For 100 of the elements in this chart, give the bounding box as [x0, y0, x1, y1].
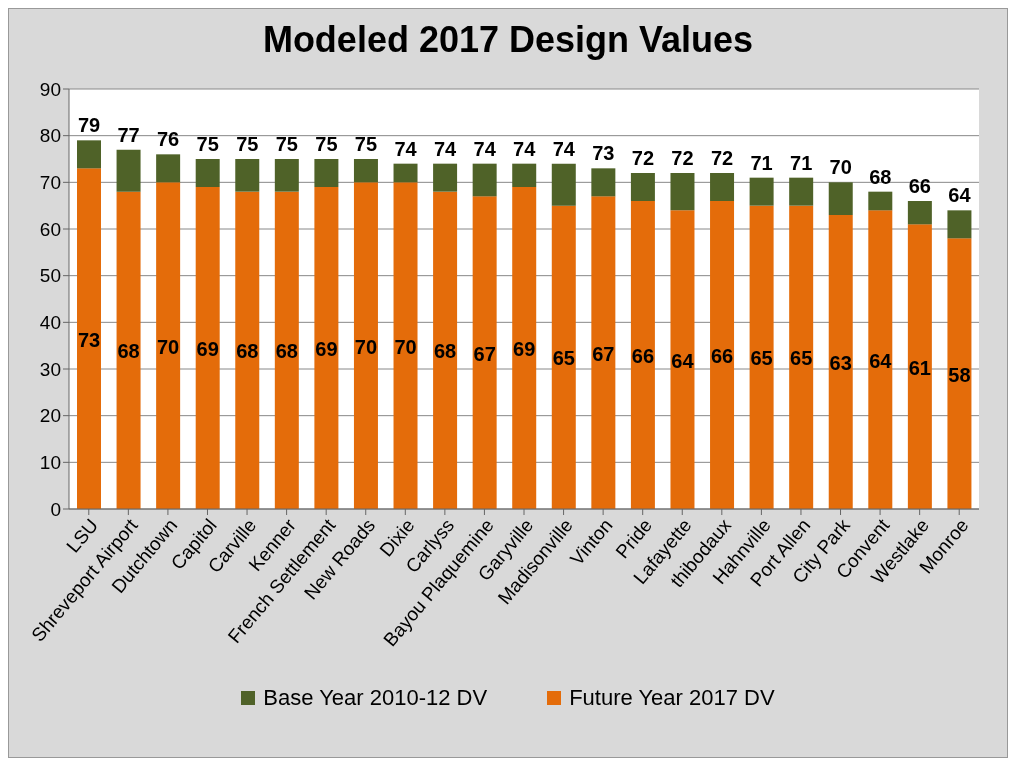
- data-label: 64: [869, 349, 893, 372]
- y-tick-label: 40: [39, 312, 61, 334]
- bar: [393, 163, 418, 183]
- data-label: 64: [671, 349, 695, 372]
- data-label: 65: [790, 347, 813, 370]
- bar: [591, 168, 616, 197]
- bar: [77, 168, 101, 509]
- bar: [630, 201, 655, 509]
- y-tick-label: 90: [39, 78, 61, 100]
- total-label: 75: [315, 133, 338, 155]
- total-label: 75: [236, 133, 259, 155]
- bar: [77, 140, 101, 169]
- bar: [353, 159, 378, 183]
- bar: [907, 201, 932, 225]
- bar: [116, 149, 141, 192]
- bar: [947, 210, 972, 239]
- total-label: 74: [552, 137, 576, 160]
- bar: [749, 205, 774, 509]
- data-label: 70: [354, 335, 378, 358]
- legend-label: Future Year 2017 DV: [569, 685, 775, 711]
- total-label: 66: [908, 175, 931, 197]
- total-label: 70: [829, 156, 852, 179]
- total-label: 79: [77, 114, 101, 137]
- bar: [868, 191, 893, 211]
- bar: [710, 173, 735, 201]
- total-label: 68: [869, 165, 892, 188]
- data-label: 70: [157, 335, 180, 358]
- y-tick-label: 0: [50, 498, 61, 520]
- bar: [235, 159, 260, 192]
- bar: [630, 173, 655, 201]
- bar: [116, 191, 141, 509]
- y-tick-label: 60: [39, 218, 61, 240]
- data-label: 68: [117, 340, 140, 363]
- bar: [789, 177, 814, 206]
- data-label: 68: [236, 340, 259, 363]
- total-label: 72: [710, 147, 734, 169]
- total-label: 64: [948, 184, 972, 207]
- total-label: 74: [433, 137, 458, 160]
- chart-title: Modeled 2017 Design Values: [261, 19, 755, 62]
- y-tick-label: 10: [39, 452, 61, 474]
- bar: [235, 191, 260, 509]
- data-label: 58: [948, 363, 971, 386]
- data-label: 61: [908, 356, 931, 379]
- bar: [828, 215, 853, 509]
- bar: [156, 182, 181, 509]
- data-label: 69: [513, 338, 536, 360]
- bar: [472, 163, 497, 197]
- y-tick-label: 70: [39, 172, 61, 194]
- data-label: 67: [473, 342, 496, 365]
- data-label: 73: [77, 328, 101, 351]
- bar: [591, 196, 616, 509]
- bar: [156, 154, 181, 183]
- total-label: 75: [354, 133, 378, 155]
- data-label: 69: [315, 338, 338, 360]
- data-label: 67: [592, 342, 615, 365]
- bar: [314, 187, 339, 509]
- data-label: 66: [631, 345, 655, 367]
- total-label: 74: [394, 137, 418, 160]
- data-label: 63: [829, 352, 852, 374]
- bar: [353, 182, 378, 509]
- total-label: 72: [631, 147, 655, 169]
- y-tick-label: 30: [39, 358, 61, 380]
- bar: [512, 187, 537, 509]
- bar: [195, 159, 220, 187]
- bar: [274, 191, 299, 509]
- bar: [749, 177, 774, 206]
- data-label: 68: [275, 340, 298, 363]
- bar: [947, 238, 972, 509]
- data-label: 69: [196, 338, 219, 360]
- total-label: 71: [750, 151, 773, 174]
- bar: [393, 182, 418, 509]
- total-label: 76: [157, 128, 180, 151]
- data-label: 68: [433, 340, 457, 363]
- total-label: 77: [117, 123, 140, 146]
- total-label: 75: [275, 133, 298, 155]
- bar: [314, 159, 339, 187]
- data-label: 66: [710, 345, 734, 367]
- total-label: 73: [592, 142, 615, 165]
- y-tick-label: 20: [39, 405, 61, 427]
- total-label: 74: [513, 137, 537, 160]
- bar: [670, 173, 695, 211]
- total-label: 71: [790, 151, 813, 174]
- bar: [274, 159, 299, 192]
- bar: [789, 205, 814, 509]
- y-tick-label: 80: [39, 125, 61, 147]
- bar: [195, 187, 220, 509]
- total-label: 75: [196, 133, 219, 155]
- bar: [670, 210, 695, 509]
- bar: [472, 196, 497, 509]
- total-label: 74: [473, 137, 497, 160]
- bar: [907, 224, 932, 509]
- y-tick-label: 50: [39, 265, 61, 287]
- bar: [551, 163, 576, 206]
- bar: [710, 201, 735, 509]
- data-label: 70: [394, 335, 417, 358]
- bar: [551, 205, 576, 509]
- total-label: 72: [671, 147, 694, 169]
- data-label: 65: [750, 347, 773, 370]
- data-label: 65: [552, 347, 575, 370]
- bar: [433, 163, 458, 192]
